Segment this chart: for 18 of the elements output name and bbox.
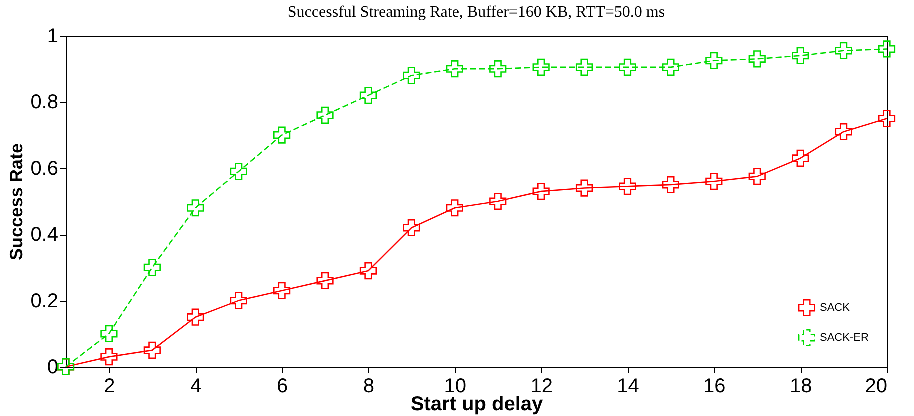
legend-label: SACK-ER [820, 332, 869, 344]
x-tick-label: 2 [104, 376, 116, 398]
chart-title: Successful Streaming Rate, Buffer=160 KB, RTT=50.0 ms [288, 4, 666, 21]
x-tick-label: 6 [276, 376, 288, 398]
y-tick-label: 0.4 [30, 224, 58, 246]
y-tick-label: 0.8 [30, 92, 58, 114]
x-tick-label: 18 [790, 376, 812, 398]
y-tick-label: 0 [47, 356, 58, 378]
x-tick-label: 8 [363, 376, 375, 398]
y-tick-label: 0.2 [30, 290, 58, 312]
x-tick-label: 14 [617, 376, 640, 398]
legend-label: SACK [820, 302, 851, 314]
x-tick-label: 20 [865, 376, 888, 398]
y-tick-label: 0.6 [30, 158, 58, 180]
y-axis-title: Success Rate [6, 143, 27, 261]
x-tick-label: 16 [704, 376, 726, 398]
y-tick-label: 1 [47, 26, 58, 48]
x-tick-label: 4 [190, 376, 202, 398]
